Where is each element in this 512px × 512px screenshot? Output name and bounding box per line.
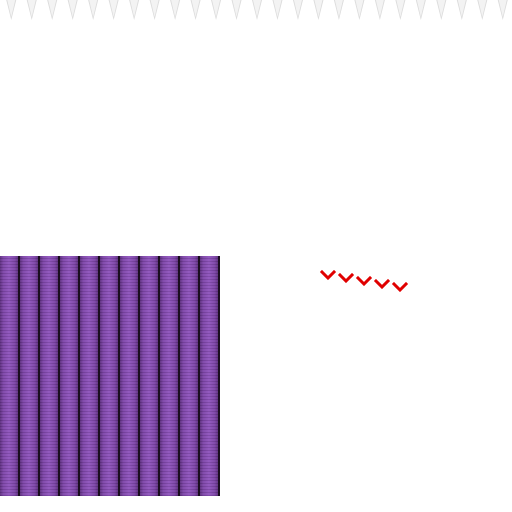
pillar	[80, 256, 98, 496]
spike-icon	[67, 0, 78, 20]
spike-icon	[477, 0, 488, 20]
spike-icon	[149, 0, 160, 20]
spike-icon	[170, 0, 181, 20]
chevron-down-icon	[391, 281, 409, 293]
spike-icon	[333, 0, 344, 20]
spike-icon	[272, 0, 283, 20]
spike-icon	[47, 0, 58, 20]
pillar	[60, 256, 78, 496]
spike-icon	[436, 0, 447, 20]
pillar	[200, 256, 218, 496]
spike-icon	[108, 0, 119, 20]
pillar	[140, 256, 158, 496]
spike-icon	[497, 0, 508, 20]
spike-icon	[231, 0, 242, 20]
pillar	[20, 256, 38, 496]
spike-icon	[252, 0, 262, 20]
ceiling-spike-row	[6, 0, 508, 20]
pillar	[180, 256, 198, 496]
spike-icon	[190, 0, 201, 20]
spike-icon	[456, 0, 467, 20]
purple-pillar-block	[0, 256, 220, 496]
spike-icon	[292, 0, 303, 20]
pillar	[100, 256, 118, 496]
spike-icon	[6, 0, 17, 20]
spike-icon	[415, 0, 426, 20]
chevron-down-icon	[373, 278, 391, 290]
pillar	[40, 256, 58, 496]
pillar	[120, 256, 138, 496]
spike-icon	[129, 0, 140, 20]
red-chevron-group	[319, 269, 409, 293]
spike-icon	[211, 0, 222, 20]
spike-icon	[26, 0, 37, 20]
pillar	[0, 256, 18, 496]
spike-icon	[88, 0, 99, 20]
chevron-down-icon	[355, 275, 373, 287]
spike-icon	[313, 0, 324, 20]
chevron-down-icon	[319, 269, 337, 281]
pillar	[160, 256, 178, 496]
spike-icon	[395, 0, 406, 20]
spike-icon	[354, 0, 365, 20]
chevron-down-icon	[337, 272, 355, 284]
spike-icon	[374, 0, 385, 20]
